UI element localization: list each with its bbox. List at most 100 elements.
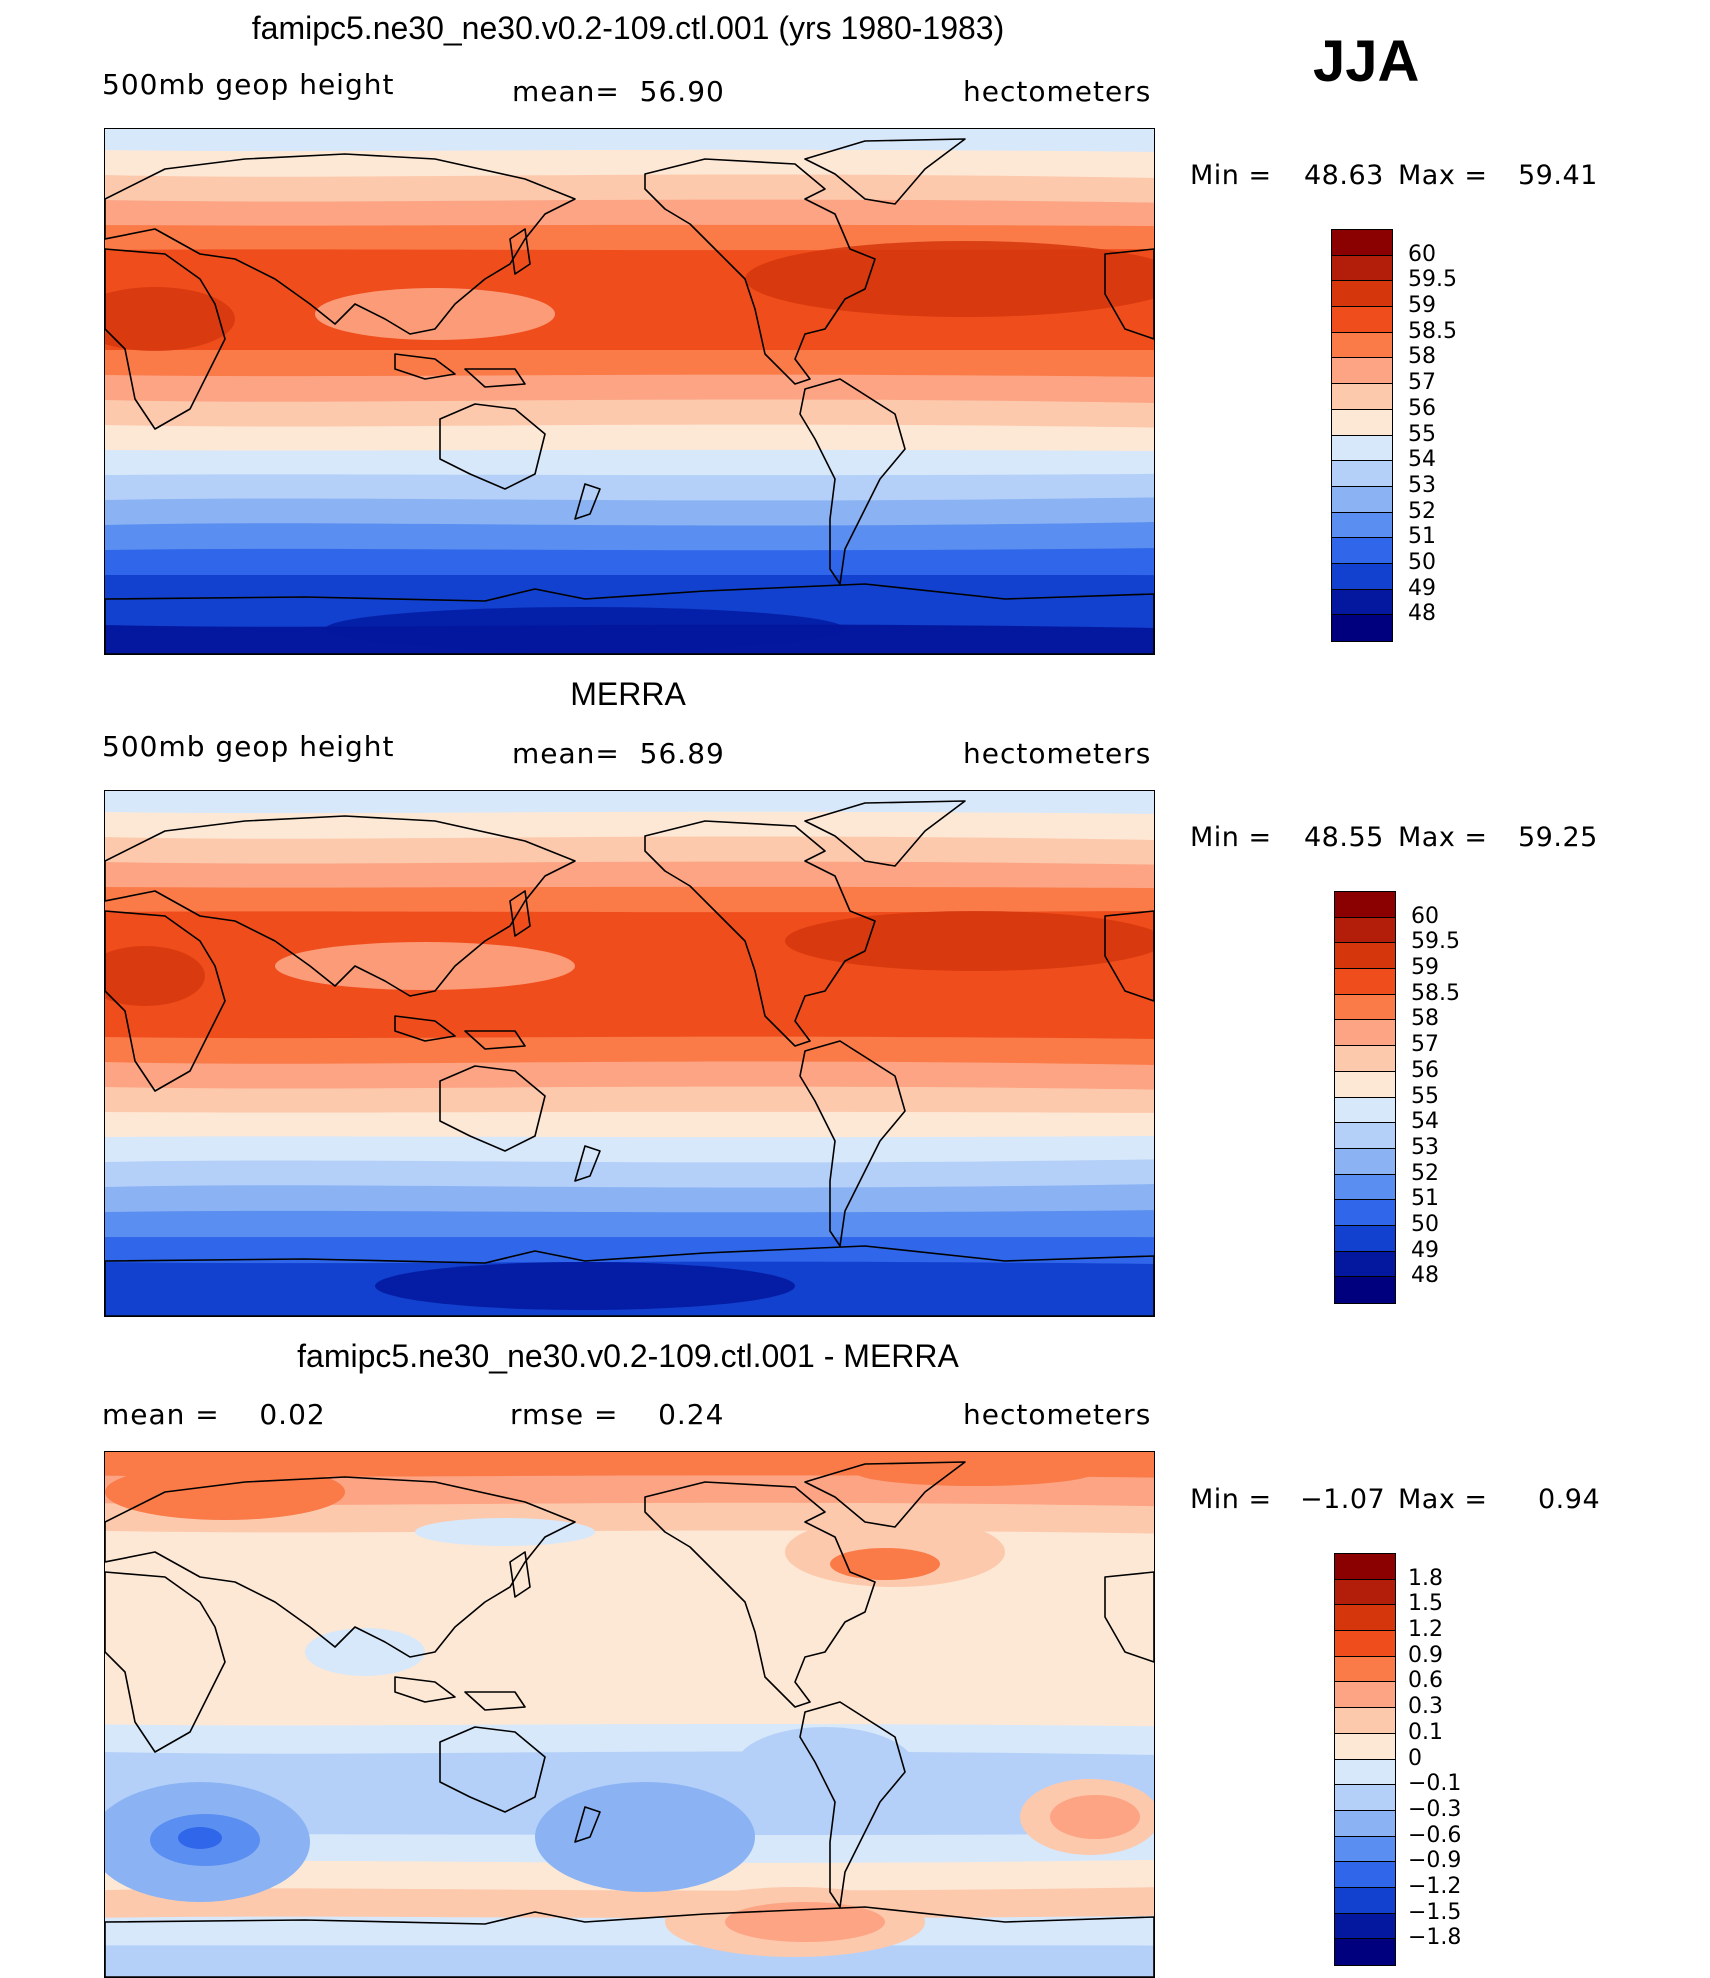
colorbar-swatch bbox=[1335, 1913, 1395, 1940]
panel-3-rmse-label: rmse = 0.24 bbox=[510, 1398, 725, 1431]
colorbar-tick-label: 52 bbox=[1411, 1160, 1439, 1186]
colorbar-tick-label: 0.6 bbox=[1408, 1668, 1443, 1694]
colorbar-swatch bbox=[1335, 1579, 1395, 1606]
colorbar-tick-label: −0.3 bbox=[1408, 1796, 1462, 1822]
panel-2-anomalies bbox=[105, 911, 1154, 1310]
colorbar-swatch bbox=[1335, 1887, 1395, 1914]
colorbar-swatch bbox=[1335, 1251, 1395, 1278]
colorbar-tick-label: 54 bbox=[1411, 1109, 1439, 1135]
colorbar-tick-label: 56 bbox=[1411, 1057, 1439, 1083]
colorbar-tick-label: −1.2 bbox=[1408, 1873, 1462, 1899]
colorbar-swatch bbox=[1335, 1759, 1395, 1786]
colorbar-swatch bbox=[1332, 332, 1392, 359]
panel-2-map bbox=[104, 790, 1155, 1317]
colorbar-swatch bbox=[1335, 1682, 1395, 1709]
season-label: JJA bbox=[1313, 29, 1420, 94]
panel-2-min-value: 48.55 bbox=[1304, 822, 1384, 853]
colorbar-tick-label: 49 bbox=[1411, 1237, 1439, 1263]
colorbar-swatch bbox=[1332, 512, 1392, 539]
colorbar-tick-label: −0.6 bbox=[1408, 1822, 1462, 1848]
panel-3-min-label: Min = bbox=[1190, 1484, 1272, 1515]
colorbar-tick-label: 1.8 bbox=[1408, 1565, 1443, 1591]
panel-2-min-label: Min = bbox=[1190, 822, 1272, 853]
panel-1-map-canvas bbox=[105, 129, 1154, 654]
colorbar-tick-label: 52 bbox=[1408, 498, 1436, 524]
panel-2-max-value: 59.25 bbox=[1518, 822, 1598, 853]
colorbar-swatch bbox=[1335, 1148, 1395, 1175]
colorbar-swatch bbox=[1335, 1785, 1395, 1811]
panel-1-colorbar bbox=[1331, 229, 1393, 642]
colorbar-swatch bbox=[1332, 435, 1392, 462]
panel-2-title: MERRA bbox=[570, 676, 686, 712]
colorbar-swatch bbox=[1335, 1939, 1395, 1965]
colorbar-swatch bbox=[1335, 892, 1395, 918]
colorbar-tick-label: 48 bbox=[1411, 1263, 1439, 1289]
colorbar-swatch bbox=[1335, 1200, 1395, 1226]
colorbar-tick-label: 59 bbox=[1411, 955, 1439, 981]
colorbar-tick-label: 59.5 bbox=[1408, 267, 1457, 293]
colorbar-tick-label: 53 bbox=[1408, 472, 1436, 498]
colorbar-swatch bbox=[1335, 1277, 1395, 1303]
colorbar-swatch bbox=[1335, 1225, 1395, 1252]
colorbar-tick-label: −0.9 bbox=[1408, 1848, 1462, 1874]
panel-3-colorbar bbox=[1334, 1553, 1396, 1966]
panel-1-map bbox=[104, 128, 1155, 655]
colorbar-swatch bbox=[1332, 461, 1392, 487]
panel-3-title: famipc5.ne30_ne30.v0.2-109.ctl.001 - MER… bbox=[297, 1338, 959, 1374]
colorbar-tick-label: 0.9 bbox=[1408, 1642, 1443, 1668]
colorbar-swatch bbox=[1332, 563, 1392, 590]
colorbar-swatch bbox=[1335, 1097, 1395, 1124]
colorbar-swatch bbox=[1332, 589, 1392, 616]
colorbar-tick-label: 57 bbox=[1411, 1032, 1439, 1058]
panel-1-max-value: 59.41 bbox=[1518, 160, 1598, 191]
colorbar-swatch bbox=[1335, 1554, 1395, 1580]
panel-3-coastlines bbox=[105, 1461, 1154, 1977]
colorbar-tick-label: 60 bbox=[1411, 903, 1439, 929]
colorbar-swatch bbox=[1335, 1071, 1395, 1098]
colorbar-tick-label: 59.5 bbox=[1411, 929, 1460, 955]
panel-1-title: famipc5.ne30_ne30.v0.2-109.ctl.001 (yrs … bbox=[251, 10, 1005, 46]
colorbar-tick-label: 0.1 bbox=[1408, 1719, 1443, 1745]
panel-3-max-label: Max = bbox=[1398, 1484, 1488, 1515]
colorbar-tick-label: 57 bbox=[1408, 370, 1436, 396]
colorbar-tick-label: −1.8 bbox=[1408, 1925, 1462, 1951]
panel-2-colorbar bbox=[1334, 891, 1396, 1304]
colorbar-tick-label: 56 bbox=[1408, 395, 1436, 421]
panel-3-map-canvas bbox=[105, 1452, 1154, 1977]
colorbar-tick-label: 51 bbox=[1411, 1186, 1439, 1212]
colorbar-swatch bbox=[1332, 255, 1392, 282]
colorbar-swatch bbox=[1335, 1708, 1395, 1734]
colorbar-swatch bbox=[1335, 1631, 1395, 1657]
colorbar-tick-label: 59 bbox=[1408, 293, 1436, 319]
colorbar-tick-label: 49 bbox=[1408, 575, 1436, 601]
colorbar-swatch bbox=[1335, 1046, 1395, 1072]
colorbar-tick-label: 58 bbox=[1411, 1006, 1439, 1032]
colorbar-swatch bbox=[1332, 230, 1392, 256]
colorbar-swatch bbox=[1335, 917, 1395, 944]
colorbar-swatch bbox=[1335, 994, 1395, 1021]
panel-1-units-label: hectometers bbox=[963, 75, 1152, 108]
panel-2-max-label: Max = bbox=[1398, 822, 1488, 853]
panel-2-map-canvas bbox=[105, 791, 1154, 1316]
colorbar-swatch bbox=[1335, 1174, 1395, 1201]
panel-3-contour-fill bbox=[105, 1452, 1154, 1977]
colorbar-tick-label: 55 bbox=[1408, 421, 1436, 447]
panel-1-contour-fill bbox=[105, 129, 1154, 654]
colorbar-tick-label: 53 bbox=[1411, 1134, 1439, 1160]
colorbar-tick-label: −1.5 bbox=[1408, 1899, 1462, 1925]
colorbar-swatch bbox=[1335, 1123, 1395, 1149]
colorbar-tick-label: −0.1 bbox=[1408, 1771, 1462, 1797]
panel-1-min-label: Min = bbox=[1190, 160, 1272, 191]
panel-3-max-value: 0.94 bbox=[1538, 1484, 1601, 1515]
colorbar-swatch bbox=[1332, 538, 1392, 564]
panel-2-coastlines bbox=[105, 800, 1154, 1316]
panel-3-units-label: hectometers bbox=[963, 1398, 1152, 1431]
colorbar-swatch bbox=[1335, 1862, 1395, 1888]
colorbar-tick-label: 1.5 bbox=[1408, 1591, 1443, 1617]
colorbar-tick-label: 0 bbox=[1408, 1745, 1422, 1771]
colorbar-tick-label: 58 bbox=[1408, 344, 1436, 370]
panel-1-min-value: 48.63 bbox=[1304, 160, 1384, 191]
colorbar-tick-label: 60 bbox=[1408, 241, 1436, 267]
colorbar-swatch bbox=[1332, 486, 1392, 513]
panel-3-mean-label: mean = 0.02 bbox=[102, 1398, 326, 1431]
